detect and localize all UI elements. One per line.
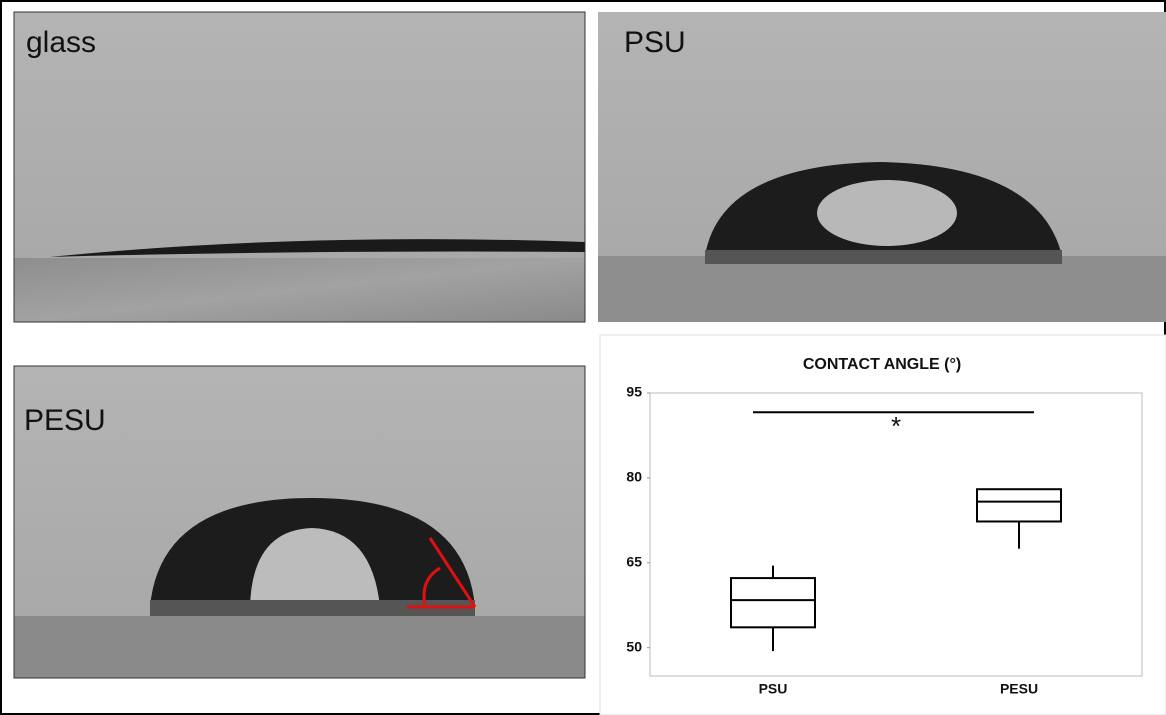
x-tick-label: PESU bbox=[1000, 681, 1038, 697]
chart-title: CONTACT ANGLE (°) bbox=[803, 356, 961, 373]
x-tick-label: PSU bbox=[759, 681, 788, 697]
y-tick-label: 80 bbox=[626, 469, 642, 485]
photo-glass bbox=[14, 12, 585, 322]
y-tick-label: 65 bbox=[626, 554, 642, 570]
y-tick-label: 95 bbox=[626, 384, 642, 400]
panel-label: PESU bbox=[24, 404, 106, 437]
chart-area bbox=[600, 335, 1166, 715]
panel-label: glass bbox=[26, 26, 96, 59]
y-tick-label: 50 bbox=[626, 638, 642, 654]
significance-label: * bbox=[891, 411, 901, 441]
figure: glass PSU PESU CONTACT ANGLE (°) 50 65 80 9… bbox=[0, 0, 1166, 715]
panel-label: PSU bbox=[624, 26, 686, 59]
